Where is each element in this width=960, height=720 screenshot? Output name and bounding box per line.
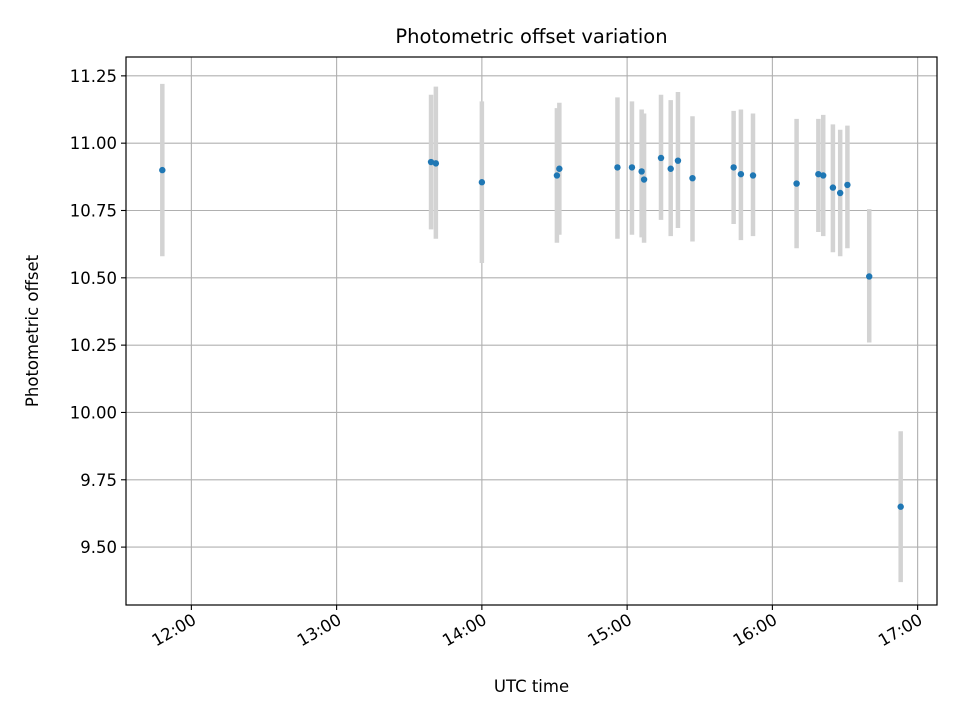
data-point (628, 164, 636, 171)
y-tick-label: 10.75 (70, 201, 117, 220)
data-point (844, 181, 851, 189)
y-tick-label: 11.25 (70, 67, 117, 86)
data-point (730, 164, 737, 171)
data-point (553, 172, 561, 179)
data-point (432, 160, 440, 167)
data-point (689, 174, 696, 182)
data-point (640, 176, 648, 183)
y-axis-ticks: 9.50 9.75 10.00 10.25 10.50 10.75 11.00 11.25 (70, 67, 126, 557)
data-point (667, 165, 674, 172)
data-point (815, 170, 822, 178)
data-points (159, 154, 904, 510)
chart-title: Photometric offset variation (395, 25, 667, 48)
y-tick-label: 10.00 (70, 403, 117, 422)
y-tick-label: 11.00 (70, 134, 117, 153)
data-point (820, 172, 827, 179)
y-tick-label: 9.50 (80, 538, 117, 557)
plot-area-frame (125, 56, 938, 606)
y-axis-label: Photometric offset (23, 254, 42, 407)
data-point (657, 154, 665, 162)
y-tick-label: 10.50 (70, 269, 117, 288)
data-point (427, 158, 435, 166)
y-tick-label: 10.25 (70, 336, 117, 355)
data-point (836, 189, 844, 197)
data-point (866, 273, 873, 280)
data-point (749, 172, 757, 179)
data-point (897, 503, 904, 510)
data-point (737, 170, 745, 178)
y-tick-label: 9.75 (80, 471, 117, 490)
x-axis-label: UTC time (494, 677, 569, 696)
data-point (829, 184, 837, 191)
data-point (793, 180, 800, 187)
data-point (674, 157, 682, 164)
data-point (478, 179, 486, 186)
data-point (556, 165, 563, 172)
data-point (614, 164, 621, 171)
data-point (638, 168, 645, 175)
data-point (159, 166, 166, 174)
